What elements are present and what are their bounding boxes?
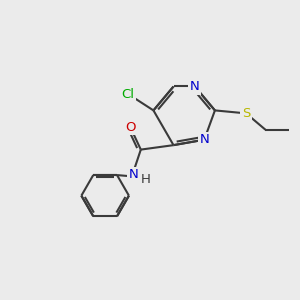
Text: Cl: Cl (122, 88, 135, 100)
Text: N: N (190, 80, 200, 93)
Text: N: N (128, 168, 138, 182)
Text: S: S (242, 107, 250, 120)
Text: H: H (140, 173, 150, 186)
Text: N: N (200, 133, 209, 146)
Text: O: O (125, 121, 136, 134)
